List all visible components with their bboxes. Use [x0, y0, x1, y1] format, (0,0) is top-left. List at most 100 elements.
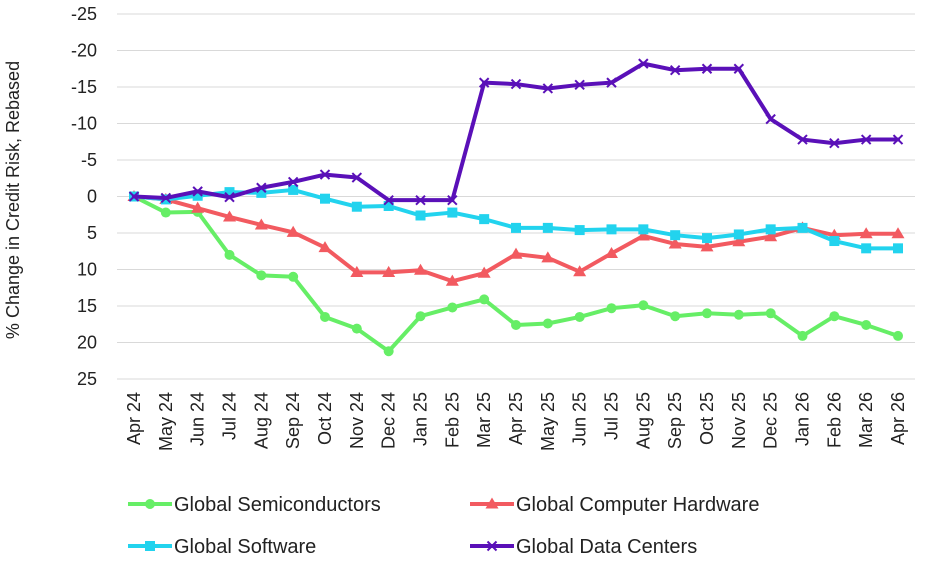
data-point-global-computer-hardware: [414, 263, 427, 275]
y-tick-label: -25: [71, 4, 97, 24]
data-point-global-data-centers: [638, 58, 649, 69]
data-point-global-semiconductors: [702, 308, 712, 319]
data-point-global-software: [542, 222, 553, 233]
data-point-global-computer-hardware: [859, 227, 873, 239]
data-point-global-computer-hardware: [573, 265, 587, 277]
data-point-global-data-centers: [765, 113, 776, 125]
x-tick-label: Jan 25: [411, 392, 431, 446]
data-point-global-semiconductors: [765, 308, 776, 319]
legend-item-global-data-centers: Global Data Centers: [470, 536, 697, 558]
x-tick-label: May 24: [156, 392, 176, 451]
data-point-global-computer-hardware: [764, 230, 778, 242]
legend: Global Semiconductors Global Computer Har…: [128, 494, 759, 558]
data-point-global-semiconductors: [320, 311, 330, 322]
y-tick-label: 15: [77, 296, 97, 316]
gridlines: [117, 13, 915, 380]
data-point-global-semiconductors: [415, 311, 426, 322]
x-tick-label: Dec 24: [379, 392, 399, 449]
y-axis-title: % Change in Credit Risk, Rebased: [3, 61, 23, 339]
data-point-global-software: [288, 184, 299, 195]
data-point-global-semiconductors: [638, 300, 649, 311]
data-point-global-semiconductors: [893, 330, 903, 341]
legend-item-global-semiconductors: Global Semiconductors: [128, 494, 381, 516]
data-point-global-data-centers: [701, 63, 713, 74]
data-point-global-semiconductors: [606, 303, 617, 314]
data-point-global-software: [797, 222, 808, 233]
legend-item-global-software: Global Software: [128, 536, 316, 558]
y-tick-label: -10: [71, 114, 97, 134]
data-point-global-data-centers: [351, 172, 363, 183]
data-point-global-data-centers: [447, 194, 458, 206]
data-point-global-software: [479, 214, 490, 225]
data-point-global-software: [320, 193, 330, 204]
x-tick-label: Jul 25: [602, 392, 622, 440]
data-point-global-software: [670, 230, 681, 241]
data-point-global-software: [606, 224, 617, 235]
y-axis-ticks: -25 -20 -15 -10 -5 0 5 10 15 20 25: [71, 4, 97, 389]
series-global-semiconductors: [129, 191, 903, 357]
data-point-global-computer-hardware: [700, 240, 714, 252]
data-point-global-software: [351, 201, 362, 212]
data-point-global-semiconductors: [511, 319, 521, 330]
legend-item-global-computer-hardware: Global Computer Hardware: [470, 494, 759, 516]
series: [127, 58, 905, 357]
x-tick-label: Mar 25: [474, 392, 494, 448]
data-point-global-semiconductors: [288, 271, 299, 282]
x-tick-label: Sep 25: [665, 392, 685, 449]
data-point-global-software: [192, 190, 203, 201]
x-tick-label: Feb 26: [824, 392, 844, 448]
data-point-global-software: [733, 229, 744, 240]
legend-label: Global Data Centers: [516, 536, 697, 558]
data-point-global-semiconductors: [447, 302, 458, 313]
x-tick-label: Dec 25: [761, 392, 781, 449]
data-point-global-semiconductors: [256, 270, 267, 281]
x-tick-label: Sep 24: [283, 392, 303, 449]
data-point-global-software: [256, 187, 267, 198]
data-point-global-data-centers: [797, 134, 808, 145]
data-point-global-semiconductors: [861, 319, 872, 330]
data-point-global-software: [574, 225, 585, 236]
x-tick-label: Apr 24: [124, 392, 144, 445]
data-point-global-semiconductors: [797, 330, 808, 341]
data-point-global-data-centers: [860, 134, 872, 145]
data-point-global-computer-hardware: [636, 229, 650, 241]
data-point-global-data-centers: [287, 176, 299, 188]
y-tick-label: 20: [77, 333, 97, 353]
data-point-global-software: [447, 207, 458, 218]
data-point-global-data-centers: [574, 79, 585, 91]
data-point-global-computer-hardware: [891, 227, 905, 239]
y-tick-label: -5: [81, 150, 97, 170]
data-point-global-semiconductors: [829, 311, 840, 322]
data-point-global-computer-hardware: [223, 210, 236, 222]
data-point-global-data-centers: [669, 65, 681, 76]
legend-marker: [145, 541, 155, 551]
data-point-global-semiconductors: [479, 294, 490, 305]
data-point-global-data-centers: [319, 169, 331, 180]
data-point-global-data-centers: [192, 186, 203, 197]
legend-marker: [485, 497, 499, 509]
data-point-global-data-centers: [383, 194, 394, 206]
series-global-computer-hardware: [127, 190, 905, 286]
x-tick-label: Nov 25: [729, 392, 749, 449]
data-point-global-data-centers: [160, 192, 172, 204]
y-tick-label: 5: [87, 223, 97, 243]
x-tick-label: Oct 24: [315, 392, 335, 445]
data-point-global-semiconductors: [574, 311, 585, 322]
x-tick-label: Aug 24: [251, 392, 271, 449]
legend-label: Global Semiconductors: [174, 494, 381, 516]
data-point-global-computer-hardware: [254, 218, 268, 230]
data-point-global-software: [893, 243, 903, 254]
data-point-global-computer-hardware: [318, 241, 332, 253]
y-tick-label: -20: [71, 41, 97, 61]
x-tick-label: Oct 25: [697, 392, 717, 445]
data-point-global-semiconductors: [160, 207, 171, 218]
data-point-global-data-centers: [606, 77, 617, 88]
y-tick-label: 0: [87, 187, 97, 207]
data-point-global-software: [829, 236, 840, 247]
data-point-global-semiconductors: [670, 311, 681, 322]
data-point-global-computer-hardware: [509, 247, 523, 259]
data-point-global-computer-hardware: [350, 265, 364, 277]
data-point-global-computer-hardware: [382, 265, 396, 277]
data-point-global-data-centers: [415, 194, 426, 206]
